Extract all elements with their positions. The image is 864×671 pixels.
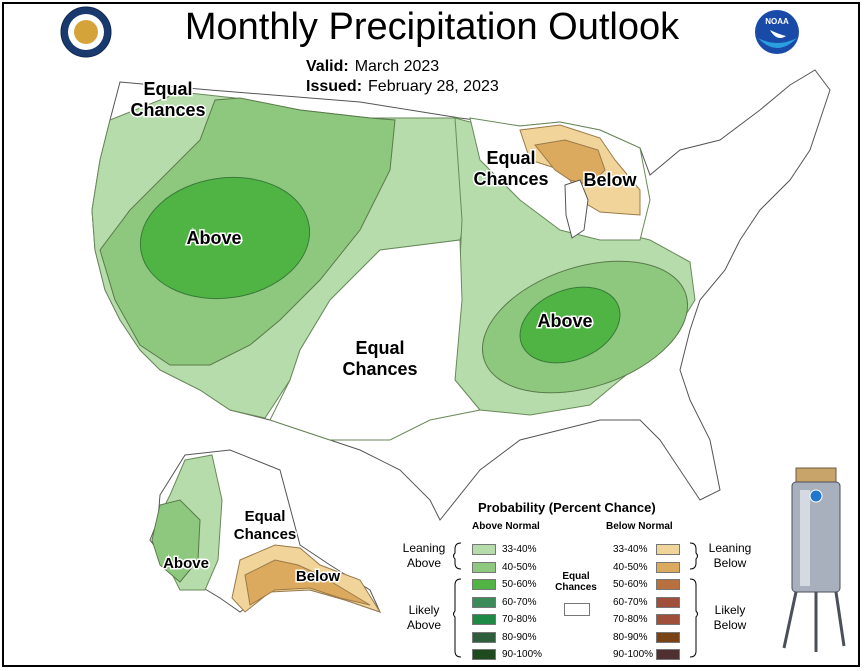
legend-above-label-5: 80-90%: [502, 631, 537, 643]
map-label-equal-chances-nw: Equal Chances: [130, 79, 205, 120]
label-line: Equal: [143, 79, 192, 99]
leaning-below-bracket: [689, 542, 698, 570]
legend-equal-chances-label: Equal Chances: [555, 571, 597, 593]
legend-equal-chances-swatch: [564, 603, 590, 616]
legend-above-swatch-2: [472, 579, 496, 590]
likely-above-bracket: [453, 578, 462, 658]
legend-above-header: Above Normal: [472, 521, 540, 532]
legend-below-swatch-5: [656, 631, 680, 643]
legend-above-label-1: 40-50%: [502, 561, 537, 573]
central-equal-chances: [269, 239, 481, 441]
legend-above-label-2: 50-60%: [502, 579, 537, 590]
legend-above-swatch-5: [472, 631, 496, 643]
legend-above-label-0: 33-40%: [502, 544, 537, 555]
issued-label: Issued:: [306, 78, 363, 95]
legend-above-swatch-3: [472, 596, 496, 608]
legend-below-label-6: 90-100%: [613, 649, 654, 660]
leaning-above-bracket: [453, 542, 462, 570]
legend-above-label-6: 90-100%: [502, 649, 543, 660]
noaa-logo: NOAA: [755, 10, 799, 54]
map-label-equal-chances-greatlakes: Equal Chances: [473, 148, 548, 189]
map-label-below-alaska: Below: [296, 568, 341, 585]
alaska-below-40-50: [244, 559, 371, 606]
legend-likely-above: Likely Above: [406, 603, 442, 632]
legend-leaning-above: Leaning Above: [402, 541, 446, 570]
valid-label: Valid:: [306, 58, 349, 75]
legend-leaning-below: Leaning Below: [708, 541, 752, 570]
legend-above-label-4: 70-80%: [502, 614, 537, 625]
map-label-above-alaska: Above: [163, 555, 209, 572]
map-label-above-west: Above: [186, 228, 241, 248]
valid-line: Valid: March 2023: [306, 58, 439, 76]
map-label-above-east: Above: [537, 311, 592, 331]
michigan-below-40-50: [534, 139, 606, 186]
legend-likely-below: Likely Below: [713, 603, 747, 632]
commerce-seal-logo: [60, 6, 112, 58]
issued-line: Issued: February 28, 2023: [306, 78, 499, 96]
legend-above-swatch-4: [472, 614, 496, 625]
east-above-50-60: [519, 286, 621, 364]
map-label-equal-chances-alaska: Equal Chances: [234, 508, 297, 543]
legend-above-swatch-6: [472, 649, 496, 660]
alaska-above-40-50: [151, 499, 201, 583]
valid-value: March 2023: [354, 58, 440, 75]
legend-below-label-3: 60-70%: [613, 596, 648, 608]
legend-below-swatch-1: [656, 561, 680, 573]
svg-text:NOAA: NOAA: [765, 17, 789, 26]
legend-below-label-5: 80-90%: [613, 631, 648, 643]
legend-below-swatch-4: [656, 614, 680, 625]
legend-below-swatch-0: [656, 544, 680, 555]
map-label-equal-chances-central: Equal Chances: [342, 338, 417, 379]
legend-below-swatch-6: [656, 649, 680, 660]
legend-below-label-1: 40-50%: [613, 561, 648, 573]
rain-gauge-image: [782, 467, 846, 652]
legend-above-swatch-1: [472, 561, 496, 573]
lake-michigan: [564, 179, 589, 239]
legend-below-label-4: 70-80%: [613, 614, 648, 625]
west-above-50-60: [139, 176, 311, 300]
legend-below-label-2: 50-60%: [613, 579, 648, 590]
page-title: Monthly Precipitation Outlook: [184, 6, 680, 48]
legend-above-label-3: 60-70%: [502, 596, 537, 608]
legend-below-swatch-3: [656, 596, 680, 608]
issued-value: February 28, 2023: [368, 78, 499, 95]
legend-below-header: Below Normal: [606, 521, 673, 532]
legend-title: Probability (Percent Chance): [478, 500, 656, 515]
legend-below-label-0: 33-40%: [613, 544, 648, 555]
legend-below-swatch-2: [656, 579, 680, 590]
legend-above-swatch-0: [472, 544, 496, 555]
likely-below-bracket: [689, 578, 698, 658]
map-label-below-michigan: Below: [583, 170, 637, 190]
